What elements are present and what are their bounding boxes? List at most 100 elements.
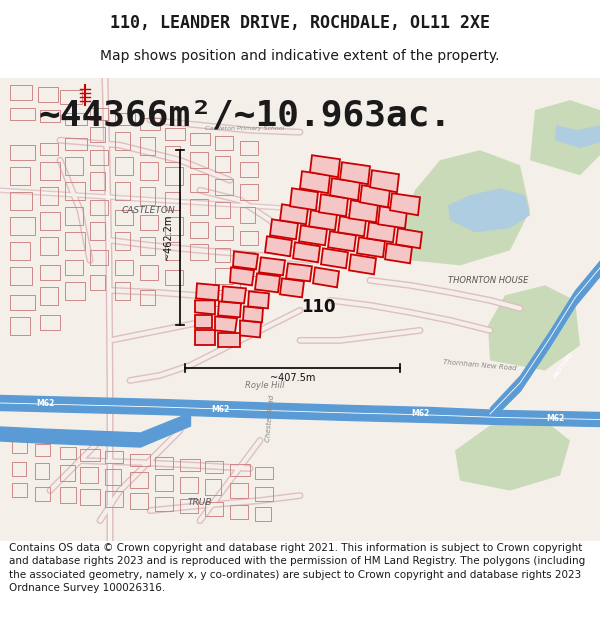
- Bar: [205, 461, 223, 472]
- Bar: [40, 143, 58, 155]
- Polygon shape: [293, 242, 320, 262]
- Bar: [130, 471, 148, 488]
- Bar: [165, 146, 180, 162]
- Bar: [140, 188, 155, 205]
- Polygon shape: [265, 236, 292, 256]
- Bar: [165, 217, 183, 235]
- Bar: [12, 461, 26, 476]
- Bar: [35, 487, 50, 501]
- Bar: [240, 231, 258, 245]
- Bar: [90, 222, 105, 240]
- Polygon shape: [255, 273, 280, 292]
- Text: Map shows position and indicative extent of the property.: Map shows position and indicative extent…: [100, 49, 500, 63]
- Bar: [40, 213, 60, 230]
- Polygon shape: [357, 238, 385, 258]
- Bar: [80, 466, 98, 482]
- Bar: [65, 158, 83, 175]
- Bar: [40, 316, 60, 331]
- Bar: [240, 208, 255, 223]
- Bar: [10, 85, 32, 100]
- Polygon shape: [319, 194, 348, 216]
- Bar: [230, 482, 248, 498]
- Bar: [10, 318, 30, 336]
- Bar: [215, 179, 233, 195]
- Bar: [155, 497, 173, 511]
- Bar: [130, 454, 150, 466]
- Polygon shape: [248, 291, 269, 308]
- Polygon shape: [195, 316, 212, 328]
- Text: ~407.5m: ~407.5m: [270, 374, 315, 384]
- Text: A627(M): A627(M): [553, 352, 574, 379]
- Bar: [10, 296, 35, 311]
- Text: 110, LEANDER DRIVE, ROCHDALE, OL11 2XE: 110, LEANDER DRIVE, ROCHDALE, OL11 2XE: [110, 14, 490, 32]
- Bar: [215, 136, 233, 150]
- Polygon shape: [448, 188, 530, 232]
- Polygon shape: [349, 200, 378, 222]
- Polygon shape: [196, 283, 219, 301]
- Bar: [190, 152, 208, 168]
- Bar: [215, 291, 230, 306]
- Text: Thornham New Road: Thornham New Road: [443, 359, 517, 372]
- Bar: [190, 133, 210, 145]
- Polygon shape: [300, 171, 330, 193]
- Bar: [90, 200, 108, 215]
- Bar: [65, 282, 85, 301]
- Bar: [90, 150, 108, 165]
- Bar: [140, 118, 160, 130]
- Bar: [90, 250, 108, 266]
- Bar: [35, 462, 49, 479]
- Polygon shape: [310, 155, 340, 178]
- Bar: [140, 138, 155, 155]
- Bar: [40, 162, 60, 180]
- Bar: [65, 138, 87, 150]
- Text: Contains OS data © Crown copyright and database right 2021. This information is : Contains OS data © Crown copyright and d…: [9, 543, 585, 592]
- Bar: [140, 266, 158, 281]
- Bar: [10, 268, 32, 286]
- Bar: [230, 464, 250, 476]
- Polygon shape: [218, 301, 241, 318]
- Bar: [105, 469, 121, 484]
- Bar: [40, 238, 58, 256]
- Polygon shape: [313, 268, 339, 288]
- Polygon shape: [530, 100, 600, 175]
- Bar: [65, 232, 85, 250]
- Bar: [38, 87, 58, 102]
- Bar: [65, 182, 85, 200]
- Bar: [10, 145, 35, 160]
- Bar: [60, 446, 76, 459]
- Bar: [65, 208, 83, 225]
- Polygon shape: [455, 421, 570, 491]
- Bar: [240, 253, 255, 268]
- Bar: [105, 451, 123, 462]
- Polygon shape: [328, 231, 356, 251]
- Bar: [215, 156, 230, 172]
- Text: Castleton Primary School: Castleton Primary School: [205, 126, 284, 131]
- Bar: [65, 261, 83, 276]
- Bar: [12, 441, 27, 452]
- Bar: [190, 199, 208, 215]
- Polygon shape: [396, 228, 422, 248]
- Text: M62: M62: [211, 405, 229, 414]
- Bar: [60, 90, 82, 104]
- Text: 110: 110: [301, 298, 335, 316]
- Polygon shape: [286, 263, 312, 281]
- Bar: [205, 502, 223, 516]
- Bar: [180, 459, 200, 471]
- Bar: [12, 482, 27, 497]
- Polygon shape: [309, 210, 337, 230]
- Bar: [215, 202, 230, 218]
- Bar: [10, 192, 32, 210]
- Bar: [115, 210, 133, 225]
- Bar: [190, 222, 208, 238]
- Bar: [115, 282, 130, 301]
- Text: M62: M62: [36, 399, 54, 408]
- Bar: [40, 288, 58, 306]
- Polygon shape: [230, 268, 254, 286]
- Bar: [105, 491, 123, 507]
- Bar: [10, 217, 35, 235]
- Polygon shape: [370, 170, 399, 192]
- Bar: [155, 456, 173, 469]
- Bar: [65, 113, 87, 125]
- Polygon shape: [240, 321, 261, 338]
- Polygon shape: [280, 204, 308, 224]
